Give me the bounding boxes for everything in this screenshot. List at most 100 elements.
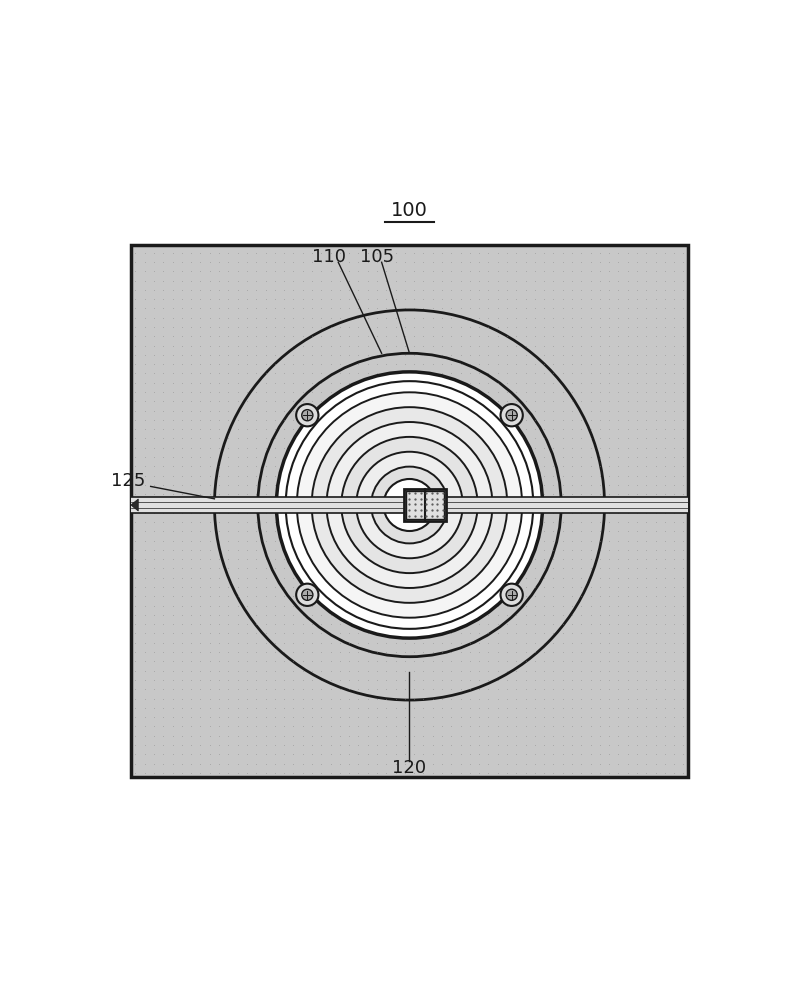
- Point: [407, 273, 420, 289]
- Point: [240, 338, 253, 354]
- Point: [622, 263, 634, 279]
- Point: [510, 300, 523, 316]
- Point: [454, 588, 467, 604]
- Point: [389, 514, 402, 530]
- Point: [547, 514, 560, 530]
- Point: [482, 440, 495, 456]
- Point: [566, 700, 578, 716]
- Point: [482, 495, 495, 511]
- Point: [510, 616, 523, 632]
- Point: [538, 310, 551, 326]
- Point: [361, 412, 374, 428]
- Point: [445, 421, 458, 437]
- Point: [194, 728, 207, 744]
- Point: [305, 607, 318, 623]
- Point: [668, 468, 681, 484]
- Point: [278, 551, 291, 567]
- Point: [399, 365, 411, 381]
- Point: [185, 319, 197, 335]
- Point: [324, 523, 337, 539]
- Point: [361, 570, 374, 586]
- Point: [584, 458, 597, 474]
- Point: [148, 579, 161, 595]
- Point: [287, 635, 300, 651]
- Point: [222, 607, 235, 623]
- Point: [324, 560, 337, 576]
- Point: [240, 477, 253, 493]
- Point: [538, 468, 551, 484]
- Point: [185, 403, 197, 419]
- Point: [463, 328, 476, 344]
- Point: [556, 300, 569, 316]
- Point: [407, 365, 420, 381]
- Point: [417, 375, 430, 391]
- Point: [371, 440, 384, 456]
- Point: [129, 449, 142, 465]
- Point: [389, 737, 402, 753]
- Point: [259, 328, 272, 344]
- Point: [463, 514, 476, 530]
- Point: [417, 681, 430, 697]
- Point: [305, 533, 318, 549]
- Point: [640, 607, 653, 623]
- Point: [575, 663, 588, 679]
- Point: [399, 412, 411, 428]
- Point: [157, 746, 169, 762]
- Point: [668, 672, 681, 688]
- Point: [352, 458, 365, 474]
- Point: [454, 384, 467, 400]
- Point: [677, 430, 690, 446]
- Point: [630, 356, 643, 372]
- Point: [240, 393, 253, 409]
- Point: [454, 328, 467, 344]
- Point: [138, 635, 151, 651]
- Point: [575, 282, 588, 298]
- Point: [519, 477, 532, 493]
- Point: [352, 625, 365, 641]
- Point: [519, 523, 532, 539]
- Point: [371, 449, 384, 465]
- Point: [407, 310, 420, 326]
- Point: [417, 560, 430, 576]
- Point: [380, 477, 392, 493]
- Point: [417, 365, 430, 381]
- Point: [324, 458, 337, 474]
- Point: [650, 560, 662, 576]
- Point: [501, 765, 514, 781]
- Point: [296, 616, 309, 632]
- Point: [296, 430, 309, 446]
- Point: [315, 588, 328, 604]
- Point: [427, 338, 439, 354]
- Point: [278, 393, 291, 409]
- Point: [482, 644, 495, 660]
- Point: [268, 728, 281, 744]
- Point: [510, 765, 523, 781]
- Point: [315, 598, 328, 614]
- Point: [547, 598, 560, 614]
- Point: [417, 505, 430, 521]
- Point: [622, 495, 634, 511]
- Point: [668, 254, 681, 270]
- Point: [138, 412, 151, 428]
- Point: [538, 403, 551, 419]
- Point: [305, 310, 318, 326]
- Point: [389, 477, 402, 493]
- Point: [427, 700, 439, 716]
- Point: [343, 421, 356, 437]
- Point: [501, 468, 514, 484]
- Point: [315, 449, 328, 465]
- Point: [602, 625, 615, 641]
- Point: [473, 421, 486, 437]
- Point: [305, 403, 318, 419]
- Point: [222, 263, 235, 279]
- Point: [602, 440, 615, 456]
- Point: [510, 384, 523, 400]
- Point: [371, 310, 384, 326]
- Point: [213, 254, 225, 270]
- Point: [157, 607, 169, 623]
- Point: [463, 533, 476, 549]
- Point: [343, 505, 356, 521]
- Point: [399, 421, 411, 437]
- Point: [148, 338, 161, 354]
- Point: [250, 458, 263, 474]
